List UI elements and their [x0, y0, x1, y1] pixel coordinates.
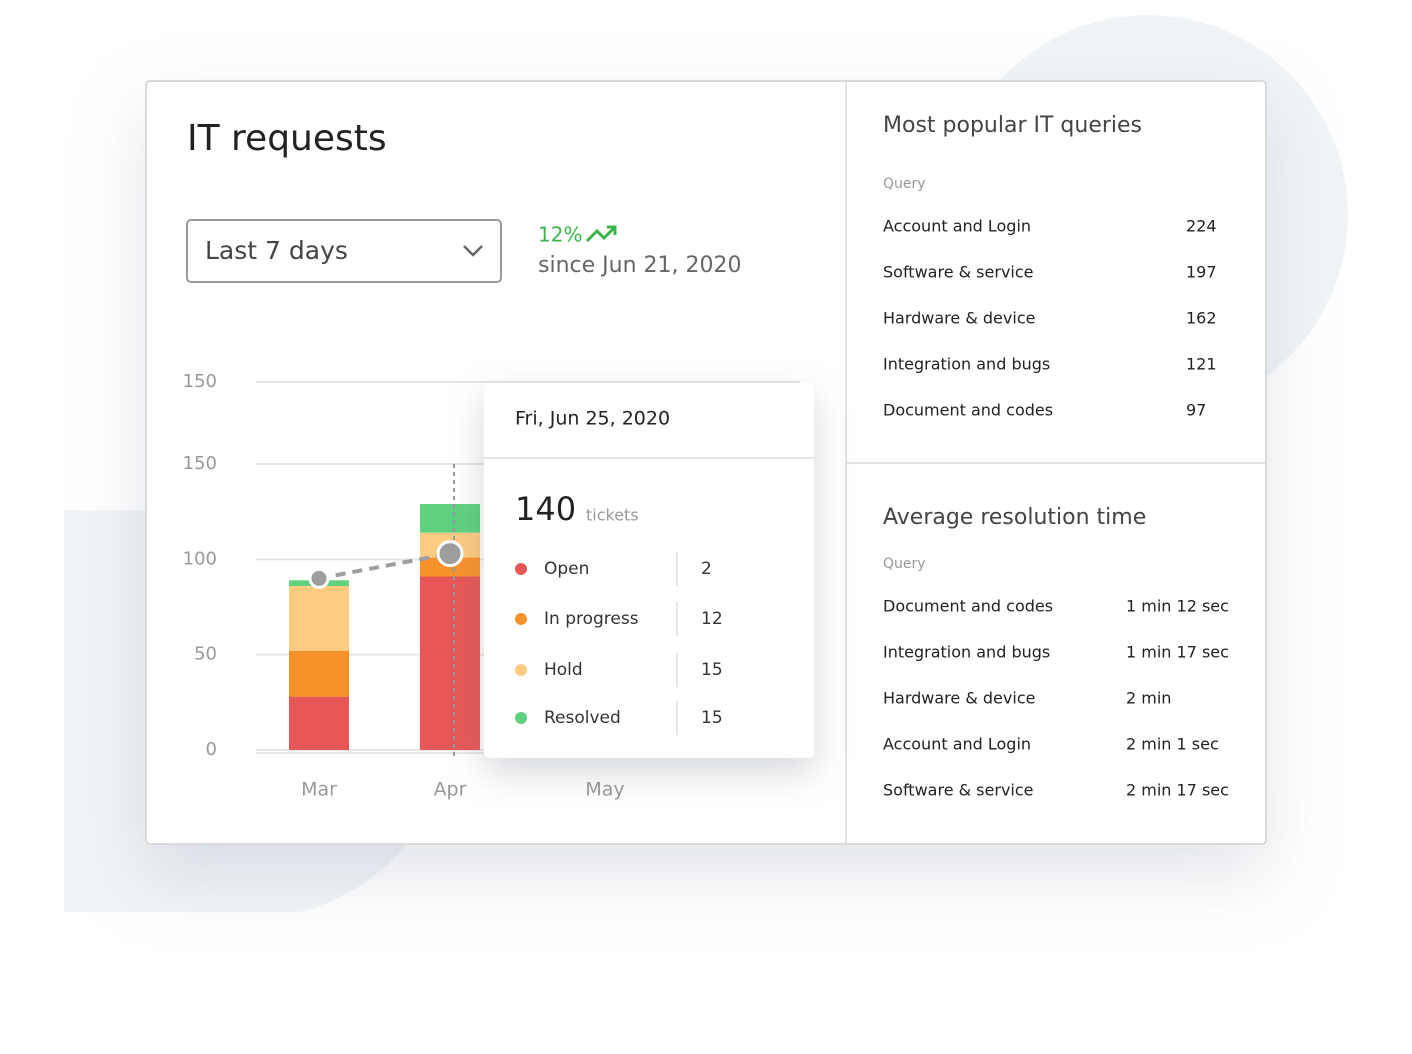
legend-label: In progress: [544, 609, 639, 629]
title: IT requests: [187, 118, 387, 159]
bar-segment: [289, 650, 349, 697]
panel-title: Most popular IT queries: [883, 113, 1142, 138]
legend-value: 12: [701, 609, 723, 629]
total-line: [318, 551, 451, 581]
bar-segment: [289, 586, 349, 651]
legend-dot: [515, 613, 527, 625]
y-tick-label: 0: [206, 739, 217, 760]
change: 12%: [538, 223, 582, 247]
query-value: 224: [1186, 217, 1217, 236]
query-value: 97: [1186, 401, 1206, 420]
tooltip: Fri, Jun 25, 2020 140 tickets Open 2 In pr…: [484, 383, 814, 758]
x-tick-label: Mar: [301, 779, 337, 801]
legend-value: 2: [701, 559, 712, 579]
dropdown[interactable]: [186, 219, 502, 283]
query-name: Software & service: [883, 263, 1034, 282]
query-name: Hardware & device: [883, 689, 1035, 708]
query-name: Account and Login: [883, 735, 1031, 754]
tooltip-box: [484, 383, 814, 758]
query-value: 197: [1186, 263, 1217, 282]
tooltip-total: 140: [515, 490, 576, 528]
legend-dot: [515, 563, 527, 575]
query-value: 121: [1186, 355, 1217, 374]
query-value: 2 min 17 sec: [1126, 781, 1229, 800]
x-tick-label: May: [585, 779, 624, 801]
y-tick-label: 150: [183, 371, 217, 392]
line-point: [308, 567, 330, 589]
panel-title: Average resolution time: [883, 505, 1146, 530]
bar-segment: [420, 504, 480, 533]
legend-dot: [515, 712, 527, 724]
chart-overlay: [308, 540, 464, 589]
legend-value: 15: [701, 708, 723, 728]
dropdown-value: Last 7 days: [205, 236, 348, 265]
chevron: [463, 245, 483, 257]
query-value: 1 min 12 sec: [1126, 597, 1229, 616]
legend-label: Hold: [544, 660, 583, 680]
legend-dot: [515, 664, 527, 676]
trend-icon: [585, 225, 617, 243]
tooltip-date: Fri, Jun 25, 2020: [515, 408, 670, 430]
query-value: 162: [1186, 309, 1217, 328]
tooltip-unit: tickets: [586, 506, 639, 525]
column-header: Query: [883, 556, 926, 572]
line-point: [436, 540, 464, 568]
query-name: Document and codes: [883, 597, 1053, 616]
query-name: Integration and bugs: [883, 643, 1050, 662]
y-tick-label: 150: [183, 453, 217, 474]
x-tick-label: Apr: [434, 779, 467, 801]
query-name: Document and codes: [883, 401, 1053, 420]
query-value: 1 min 17 sec: [1126, 643, 1229, 662]
chart: 0 50 100 150 150 Mar Apr May: [183, 371, 800, 801]
legend-label: Resolved: [544, 708, 621, 728]
since: since Jun 21, 2020: [538, 253, 741, 278]
query-value: 2 min 1 sec: [1126, 735, 1219, 754]
legend-label: Open: [544, 559, 589, 579]
y-tick-label: 50: [194, 644, 217, 665]
query-name: Integration and bugs: [883, 355, 1050, 374]
query-name: Software & service: [883, 781, 1034, 800]
query-name: Account and Login: [883, 217, 1031, 236]
tables: Most popular IT queries Query Average re…: [883, 113, 1229, 800]
y-tick-label: 100: [183, 548, 217, 569]
column-header: Query: [883, 176, 926, 192]
legend-value: 15: [701, 660, 723, 680]
query-value: 2 min: [1126, 689, 1171, 708]
bar-segment: [289, 696, 349, 750]
query-name: Hardware & device: [883, 309, 1035, 328]
bar-segment: [420, 576, 480, 750]
